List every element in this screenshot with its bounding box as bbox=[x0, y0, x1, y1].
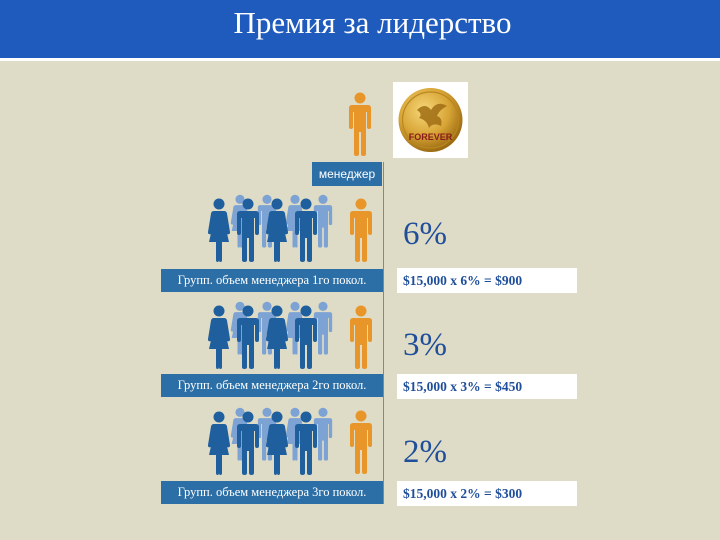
manager-figure-icon bbox=[346, 92, 374, 156]
group-volume-label: Групп. объем менеджера 3го покол. bbox=[161, 481, 383, 504]
hierarchy-line bbox=[383, 162, 384, 504]
forever-logo: FOREVER bbox=[393, 82, 468, 158]
bonus-calculation: $15,000 x 3% = $450 bbox=[397, 374, 577, 399]
forever-coin-logo-icon: FOREVER bbox=[398, 88, 463, 152]
group-volume-label: Групп. объем менеджера 2го покол. bbox=[161, 374, 383, 397]
manager-figure-icon bbox=[347, 198, 375, 262]
header-bar: Премия за лидерство bbox=[0, 0, 720, 61]
percent-value: 3% bbox=[403, 327, 447, 363]
bonus-calculation: $15,000 x 2% = $300 bbox=[397, 481, 577, 506]
percent-value: 6% bbox=[403, 216, 447, 252]
group-figures-icon bbox=[207, 194, 333, 262]
group-figures-icon bbox=[207, 407, 333, 475]
logo-text: FOREVER bbox=[409, 132, 453, 142]
manager-figure-icon bbox=[347, 305, 375, 369]
manager-figure-icon bbox=[347, 410, 375, 474]
bonus-calculation: $15,000 x 6% = $900 bbox=[397, 268, 577, 293]
group-figures-icon bbox=[207, 301, 333, 369]
percent-value: 2% bbox=[403, 434, 447, 470]
group-volume-label: Групп. объем менеджера 1го покол. bbox=[161, 269, 383, 292]
manager-label: менеджер bbox=[312, 162, 382, 186]
page-title: Премия за лидерство bbox=[233, 5, 512, 40]
